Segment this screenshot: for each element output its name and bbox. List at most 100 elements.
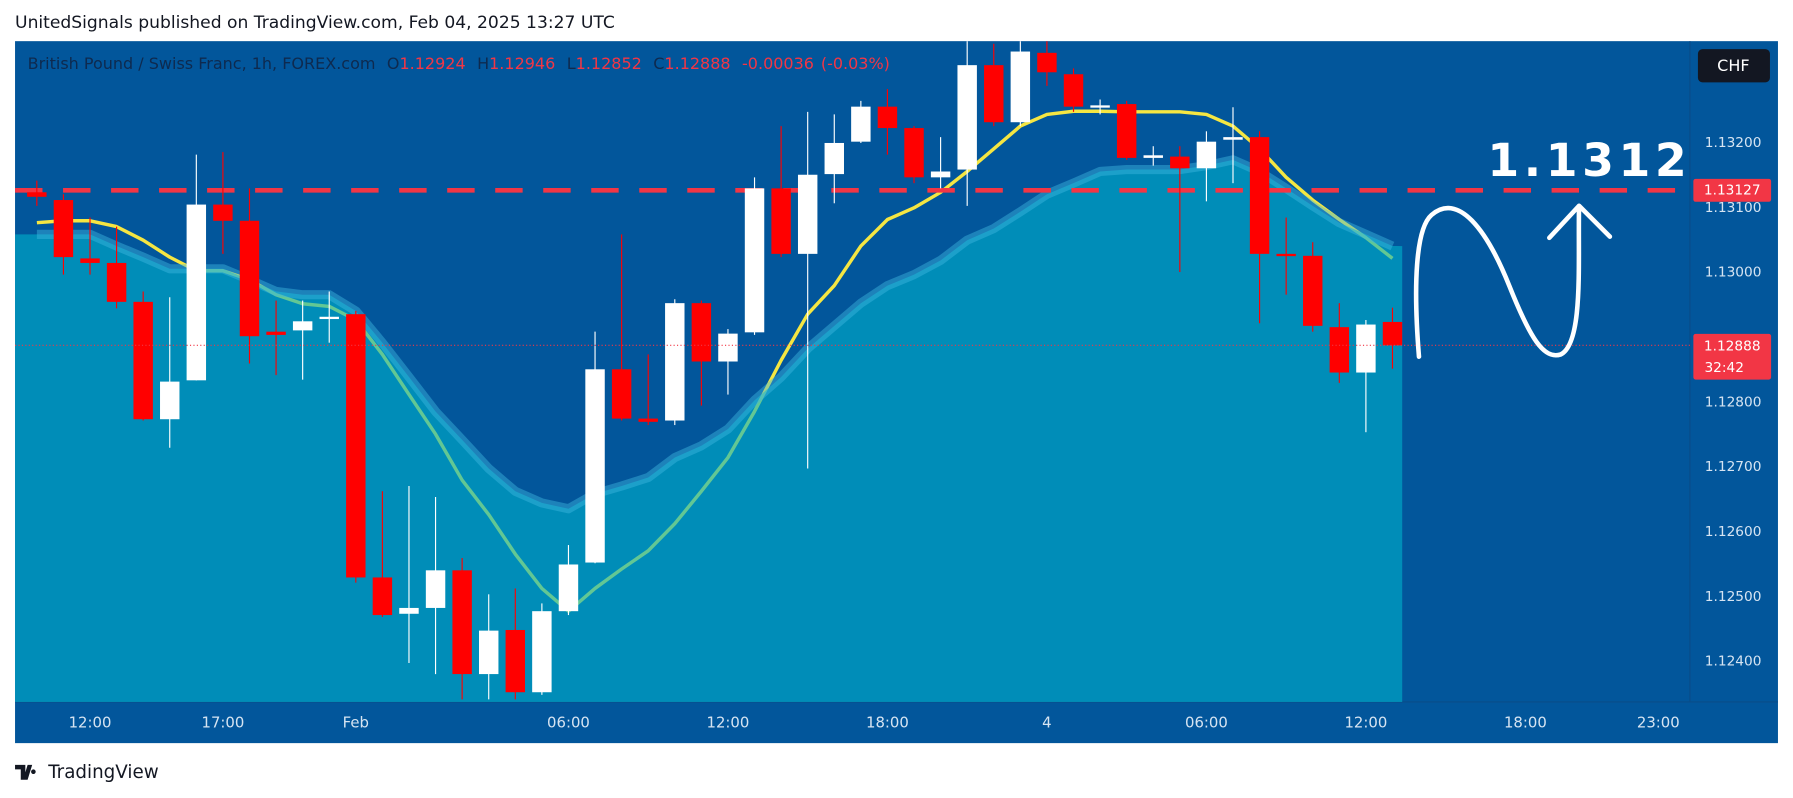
candle-body <box>1329 327 1350 373</box>
currency-label[interactable]: CHF <box>1717 56 1749 75</box>
candle-body <box>346 314 366 578</box>
candle-body <box>1037 52 1057 73</box>
x-tick-label: 06:00 <box>547 714 590 732</box>
candle-body <box>292 321 313 331</box>
candle-body <box>1090 105 1110 108</box>
x-tick-label: 17:00 <box>201 714 244 732</box>
candle-body <box>399 607 419 614</box>
candle-body <box>160 381 180 420</box>
high-label: H <box>477 54 489 73</box>
x-tick-label: 23:00 <box>1637 714 1680 732</box>
change: -0.00036 <box>742 54 814 73</box>
candle-body <box>558 564 579 612</box>
candle-body <box>930 171 951 178</box>
currency-button[interactable] <box>1697 49 1770 83</box>
level-label: 1.13127 <box>1704 182 1761 198</box>
axes: 1.13200 1.13100 1.13000 1.12800 1.12700 1.126… <box>69 135 1772 732</box>
candle-body <box>904 128 924 178</box>
candle-body <box>1356 324 1376 373</box>
candle-body <box>186 204 207 381</box>
candle-body <box>1143 155 1163 158</box>
x-tick-label: Feb <box>343 714 369 732</box>
candle-body <box>957 65 977 170</box>
candle-body <box>771 188 791 254</box>
candle-body <box>505 629 526 693</box>
last-price-box <box>1693 333 1772 380</box>
open-label: O <box>387 54 400 73</box>
candle-body <box>797 174 818 254</box>
candle-body <box>53 200 74 258</box>
candle-body <box>744 188 765 333</box>
candle-body <box>213 204 233 221</box>
candle-body <box>1010 51 1031 123</box>
candle-body <box>665 303 685 421</box>
annotation-text: 1.1312 <box>1487 134 1691 187</box>
candle-body <box>1303 255 1323 326</box>
candle-body <box>1063 74 1084 107</box>
drawn-arrow <box>1413 203 1613 359</box>
brand: TradingView <box>15 762 159 783</box>
symbol: British Pound / Swiss Franc, 1h, FOREX.c… <box>28 54 376 73</box>
low-label: L <box>567 54 576 73</box>
low-value: 1.12852 <box>576 54 642 73</box>
x-tick-label: 12:00 <box>1344 714 1387 732</box>
candle-body <box>425 570 446 608</box>
candle-body <box>877 106 898 129</box>
candle-body <box>1382 321 1403 346</box>
candle-body <box>1116 104 1137 158</box>
candle-body <box>27 192 47 197</box>
last-price-label: 1.12888 <box>1704 338 1761 354</box>
y-tick-label: 1.12500 <box>1705 589 1762 605</box>
candle-body <box>1196 141 1217 169</box>
ma-line <box>36 155 1395 514</box>
candle-body <box>611 369 632 419</box>
candle-body <box>319 316 339 320</box>
plot <box>15 41 1690 702</box>
candle-body <box>1170 156 1190 169</box>
candle-body <box>106 262 127 302</box>
candle-body <box>133 301 153 420</box>
x-tick-label: 12:00 <box>69 714 112 732</box>
candle-body <box>1249 137 1270 254</box>
candle-body <box>239 220 260 337</box>
x-tick-label: 18:00 <box>866 714 909 732</box>
candle-body <box>372 577 393 616</box>
candle-body <box>80 258 100 263</box>
y-tick-label: 1.13200 <box>1705 135 1762 151</box>
candle-body <box>638 418 658 422</box>
brand-name: TradingView <box>47 762 159 783</box>
brand-logo <box>15 764 36 780</box>
open-value: 1.12924 <box>400 54 466 73</box>
candle-body <box>479 630 499 675</box>
level-label-box <box>1693 178 1772 202</box>
candle-body <box>851 106 871 142</box>
y-tick-label: 1.12800 <box>1705 394 1762 410</box>
candle-body <box>718 333 738 362</box>
x-tick-label: 4 <box>1042 714 1051 732</box>
candle-body <box>1276 253 1296 257</box>
high-value: 1.12946 <box>489 54 555 73</box>
candle-body <box>452 570 472 675</box>
change-percent: (-0.03%) <box>821 54 890 73</box>
y-tick-label: 1.12700 <box>1705 459 1762 475</box>
legend-line: British Pound / Swiss Franc, 1h, FOREX.c… <box>28 54 890 73</box>
x-tick-label: 18:00 <box>1504 714 1547 732</box>
candle-body <box>266 331 286 335</box>
candle-body <box>824 142 844 175</box>
countdown: 32:42 <box>1704 360 1744 376</box>
candle-body <box>585 369 605 563</box>
close-value: 1.12888 <box>664 54 730 73</box>
y-tick-label: 1.13000 <box>1705 265 1762 281</box>
y-tick-label: 1.13100 <box>1705 200 1762 216</box>
candle-body <box>691 303 712 362</box>
candle-body <box>532 611 552 693</box>
x-tick-label: 12:00 <box>707 714 750 732</box>
x-tick-label: 06:00 <box>1185 714 1228 732</box>
y-tick-label: 1.12600 <box>1705 524 1762 540</box>
publish-title: UnitedSignals published on TradingView.c… <box>15 13 615 33</box>
candle-body <box>984 65 1004 123</box>
candle-body <box>1223 137 1243 140</box>
close-label: C <box>653 54 664 73</box>
